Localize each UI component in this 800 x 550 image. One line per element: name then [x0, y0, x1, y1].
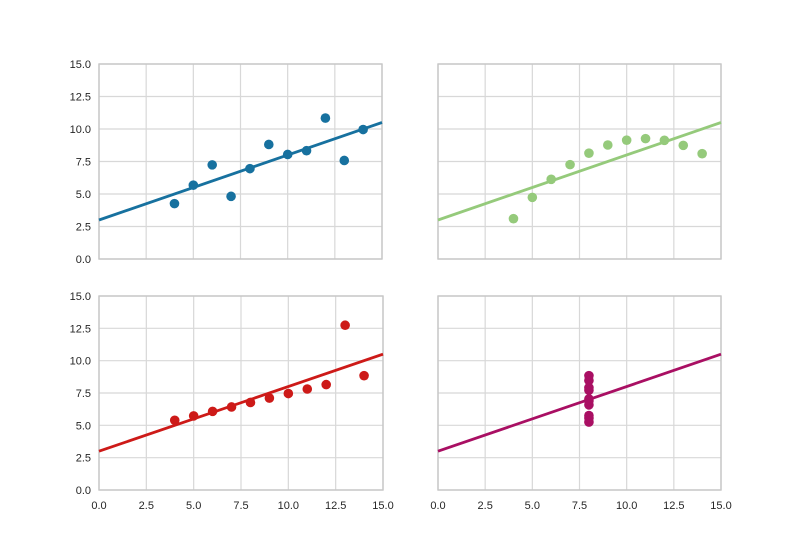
- regression-line: [98, 121, 383, 222]
- x-tick-label: 15.0: [710, 500, 731, 512]
- data-point: [546, 174, 556, 185]
- subplot-dataset-IV: 0.0 2.5 5.0 7.5 10.0 12.5 15.0: [430, 295, 732, 512]
- data-point: [188, 180, 199, 190]
- x-tick-label: 0.0: [91, 500, 106, 512]
- x-tick-label: 12.5: [663, 500, 684, 512]
- data-point: [207, 160, 217, 170]
- data-point: [584, 413, 594, 423]
- y-tick-label: 12.5: [70, 92, 91, 104]
- y-tick-label: 5.0: [76, 189, 91, 201]
- regression-line: [98, 352, 384, 453]
- data-point: [359, 370, 369, 381]
- data-point: [169, 415, 180, 426]
- data-point: [659, 135, 670, 146]
- data-point: [282, 149, 293, 160]
- subplot-dataset-I: 0.0 2.5 5.0 7.5 10.0 12.5 15.0: [70, 59, 383, 266]
- data-point: [226, 402, 237, 412]
- x-tick-label: 2.5: [139, 500, 154, 512]
- regression-line: [437, 352, 722, 453]
- data-point: [245, 397, 256, 408]
- x-tick-label: 5.0: [525, 500, 540, 512]
- data-point: [339, 155, 350, 166]
- data-point: [207, 406, 218, 417]
- y-tick-label: 15.0: [70, 291, 91, 303]
- y-tick-label: 0.0: [76, 485, 91, 497]
- y-tick-label: 2.5: [76, 453, 91, 465]
- data-point: [640, 133, 651, 144]
- data-point: [565, 159, 575, 170]
- axes-frame: [437, 295, 722, 491]
- x-tick-label: 10.0: [278, 500, 299, 512]
- x-tick-label: 15.0: [372, 500, 393, 512]
- data-point: [584, 148, 594, 158]
- data-point: [584, 382, 594, 393]
- x-tick-label: 12.5: [325, 500, 346, 512]
- data-point: [697, 148, 707, 159]
- data-point: [340, 320, 350, 331]
- data-point: [508, 213, 519, 224]
- y-tick-label: 7.5: [76, 157, 91, 169]
- data-point: [584, 396, 594, 406]
- data-point: [264, 139, 274, 150]
- y-tick-label: 10.0: [70, 124, 91, 136]
- data-point: [226, 191, 236, 202]
- y-tick-label: 5.0: [76, 420, 91, 432]
- x-tick-label: 2.5: [478, 500, 493, 512]
- data-point: [678, 140, 689, 151]
- data-point: [527, 192, 538, 203]
- axes-frame: [98, 63, 383, 260]
- subplot-dataset-II: [437, 63, 722, 260]
- data-point: [301, 145, 312, 156]
- data-point: [302, 384, 313, 394]
- x-tick-label: 10.0: [616, 500, 637, 512]
- data-point: [584, 375, 594, 386]
- y-tick-label: 10.0: [70, 356, 91, 368]
- data-point: [245, 163, 255, 174]
- data-point: [264, 393, 275, 403]
- y-tick-label: 7.5: [76, 388, 91, 400]
- data-point: [621, 135, 632, 145]
- data-point: [188, 411, 199, 421]
- regression-line: [437, 121, 722, 222]
- data-point: [603, 140, 613, 150]
- axes-frame: [437, 63, 722, 260]
- x-tick-label: 7.5: [572, 500, 587, 512]
- y-tick-label: 0.0: [76, 254, 91, 266]
- y-tick-label: 2.5: [76, 222, 91, 234]
- x-tick-label: 5.0: [186, 500, 201, 512]
- data-point: [321, 379, 332, 390]
- x-tick-label: 7.5: [233, 500, 248, 512]
- subplot-dataset-III: 0.0 2.5 5.0 7.5 10.0 12.5 15.0 0.0 2.5 5.0 7.5 10.0…: [70, 291, 394, 512]
- data-point: [169, 198, 180, 209]
- data-point: [358, 124, 368, 135]
- x-tick-label: 0.0: [430, 500, 445, 512]
- y-tick-label: 12.5: [70, 323, 91, 335]
- y-tick-label: 15.0: [70, 59, 91, 71]
- axes-frame: [98, 295, 384, 491]
- data-point: [283, 388, 294, 399]
- data-point: [320, 113, 331, 123]
